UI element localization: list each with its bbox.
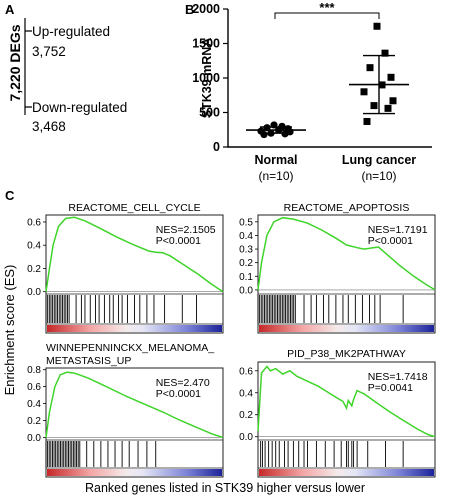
gsea-enrichment-curve <box>257 365 436 438</box>
panel-c: C Enrichment score (ES) Ranked genes lis… <box>2 188 436 495</box>
gsea-title: PID_P38_MK2PATHWAY <box>287 348 406 360</box>
b-point-cancer <box>366 64 374 72</box>
b-point-cancer <box>381 49 389 57</box>
gsea-p-label: P<0.0001 <box>368 235 413 247</box>
gsea-nes-label: NES=1.7191 <box>368 224 428 236</box>
c-xlabel: Ranked genes listed in STK39 higher vers… <box>85 481 365 495</box>
gsea-ytick-label: 0.0 <box>239 285 253 296</box>
gsea-plot-cell-cycle: REACTOME_CELL_CYCLE 0.6 0.4 0.2 0.0 NES=2.150… <box>27 202 224 334</box>
b-point-cancer <box>384 104 392 112</box>
b-point-cancer <box>370 102 378 110</box>
b-point-normal <box>278 122 286 130</box>
b-ylabel: STK39 mRNA <box>200 38 214 119</box>
gsea-ytick-label: 0.2 <box>27 264 41 275</box>
gsea-ytick-label: 0.4 <box>27 399 41 410</box>
b-point-cancer <box>378 81 386 89</box>
gsea-nes-label: NES=1.7418 <box>368 371 428 383</box>
b-data-points <box>257 22 397 139</box>
panel-c-letter: C <box>5 188 15 203</box>
gsea-ytick-label: 0.1 <box>239 272 253 283</box>
b-category-label: Normal <box>254 153 297 167</box>
b-point-cancer <box>373 22 381 30</box>
up-regulated-count: 3,752 <box>32 44 66 59</box>
panel-b-letter: B <box>185 2 194 17</box>
gsea-ytick-label: 0.6 <box>27 382 41 393</box>
significance-stars: *** <box>319 0 335 15</box>
b-ytick-label: 500 <box>199 106 220 120</box>
gsea-title: REACTOME_CELL_CYCLE <box>68 202 200 214</box>
b-point-normal <box>267 129 275 137</box>
gsea-plot-apoptosis: REACTOME_APOPTOSIS 0.5 0.4 0.3 0.2 0.1 0.0 NES=… <box>239 202 436 334</box>
c-ylabel: Enrichment score (ES) <box>2 265 17 396</box>
b-ytick-label: 2000 <box>192 2 220 16</box>
gsea-rank-bar <box>47 469 222 476</box>
b-axes <box>227 9 432 148</box>
gsea-ytick-label: 0.0 <box>27 433 41 444</box>
b-axis-lines <box>227 9 432 148</box>
gsea-ytick-label: 0.5 <box>239 217 253 228</box>
panel-b: B STK39 mRNA 0 500 1000 1500 2000 Normal (n=1… <box>185 0 432 183</box>
gsea-nes-label: NES=2.1505 <box>156 224 216 236</box>
bracket <box>24 18 32 115</box>
gsea-title: METASTASIS_UP <box>46 355 131 367</box>
significance-bracket <box>274 12 380 19</box>
gsea-ytick-label: 0.2 <box>239 258 253 269</box>
b-category-labels: Normal (n=10) Lung cancer (n=10) <box>254 153 416 183</box>
b-category-sublabel: (n=10) <box>361 169 396 183</box>
b-point-normal <box>257 127 265 135</box>
gsea-ytick-label: 0.4 <box>239 231 253 242</box>
down-regulated-label: Down-regulated <box>32 100 127 115</box>
gsea-ytick-label: 0.4 <box>239 388 253 399</box>
b-mean-sd-bars <box>246 54 409 134</box>
gsea-p-label: P=0.0041 <box>368 382 413 394</box>
down-regulated-count: 3,468 <box>32 119 66 134</box>
b-point-cancer <box>360 88 368 96</box>
gsea-frame <box>257 214 436 334</box>
total-degs-label: 7,220 DEGs <box>7 24 23 101</box>
b-point-normal <box>263 124 271 132</box>
gsea-title: WINNEPENNINCKX_MELANOMA_ <box>46 342 214 354</box>
gsea-p-label: P<0.0001 <box>156 235 201 247</box>
gsea-enrichment-curve <box>45 216 224 293</box>
gsea-enrichment-curve <box>257 216 436 291</box>
gsea-p-label: P<0.0001 <box>156 388 201 400</box>
gsea-ytick-label: 0.0 <box>239 432 253 443</box>
gsea-ytick-label: 0.6 <box>27 217 41 228</box>
b-category-sublabel: (n=10) <box>258 169 293 183</box>
gsea-ytick-label: 0.3 <box>239 245 253 256</box>
b-point-normal <box>284 125 292 133</box>
gsea-ytick-label: 0.4 <box>27 241 41 252</box>
gsea-ytick-label: 0.2 <box>27 416 41 427</box>
gsea-ytick-label: 0.6 <box>239 366 253 377</box>
b-category-label: Lung cancer <box>342 153 416 167</box>
b-point-cancer <box>387 73 395 81</box>
b-point-cancer <box>389 97 397 105</box>
b-ytick-label: 0 <box>213 140 220 154</box>
gsea-enrichment-curve <box>45 371 224 439</box>
b-ytick-label: 1500 <box>192 37 220 51</box>
panel-a-letter: A <box>5 2 15 17</box>
gsea-ytick-label: 0.0 <box>27 287 41 298</box>
b-point-cancer <box>363 117 371 125</box>
gsea-rank-bar <box>47 325 222 332</box>
gsea-nes-label: NES=2.470 <box>156 377 210 389</box>
b-point-normal <box>270 121 278 129</box>
gsea-rank-bar <box>259 325 434 332</box>
gsea-frame <box>45 367 224 478</box>
b-ytick-label: 1000 <box>192 71 220 85</box>
gsea-frame <box>45 214 224 334</box>
gsea-ytick-label: 0.8 <box>27 365 41 376</box>
up-regulated-label: Up-regulated <box>32 24 110 39</box>
gsea-plot-melanoma-metastasis: WINNEPENNINCKX_MELANOMA_METASTASIS_UP 0.8… <box>27 342 224 478</box>
panel-a: A 7,220 DEGs Up-regulated 3,752 Down-reg… <box>5 2 127 134</box>
gsea-title: REACTOME_APOPTOSIS <box>284 202 410 214</box>
gsea-rank-bar <box>259 469 434 476</box>
gsea-plot-p38-mk2: PID_P38_MK2PATHWAY 0.6 0.4 0.2 0.0 NES=1.7418… <box>239 348 436 478</box>
b-yticks: 0 500 1000 1500 2000 <box>192 2 228 154</box>
gsea-ytick-label: 0.2 <box>239 410 253 421</box>
